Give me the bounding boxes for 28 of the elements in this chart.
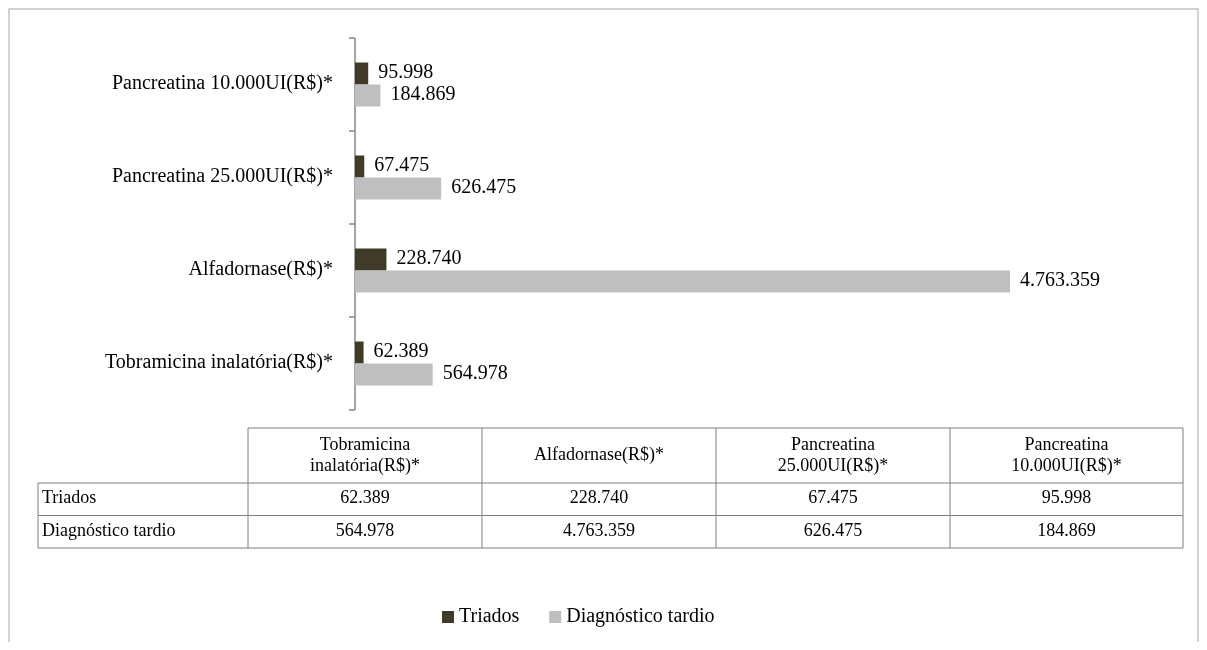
legend-label: Triados	[459, 603, 520, 626]
data-label: 228.740	[396, 246, 462, 269]
y-tick-label: Alfadornase(R$)*	[188, 257, 333, 281]
y-tick-label: Pancreatina 10.000UI(R$)*	[111, 71, 333, 95]
text: Diagnóstico tardio	[42, 519, 176, 540]
data-label: 62.389	[373, 339, 429, 362]
text: 228.740	[569, 487, 629, 508]
text: 564.978	[335, 519, 395, 540]
legend-label: Diagnóstico tardio	[566, 603, 715, 627]
data-label: 184.869	[390, 82, 456, 105]
y-tick-label: Tobramicina inalatória(R$)*	[105, 350, 333, 374]
text: 62.389	[340, 487, 390, 508]
data-label: 67.475	[374, 153, 430, 176]
category-label: Pancreatina 25.000UI(R$)*	[777, 433, 889, 475]
text: 626.475	[803, 519, 863, 540]
data-label: 95.998	[378, 60, 434, 83]
text: 4.763.359	[563, 519, 635, 540]
text: 67.475	[808, 487, 858, 508]
data-label: 626.475	[451, 175, 517, 198]
text: 184.869	[1037, 519, 1096, 540]
y-tick-label: Pancreatina 25.000UI(R$)*	[111, 164, 333, 188]
category-label: Tobramicina inalatória(R$)*	[310, 433, 420, 475]
text: Triados	[42, 487, 97, 508]
text: 95.998	[1041, 487, 1092, 508]
data-label: 564.978	[442, 361, 508, 384]
category-label: Pancreatina 10.000UI(R$)*	[1011, 433, 1122, 475]
data-label: 4.763.359	[1020, 268, 1100, 291]
category-label: Alfadornase(R$)*	[534, 443, 664, 464]
